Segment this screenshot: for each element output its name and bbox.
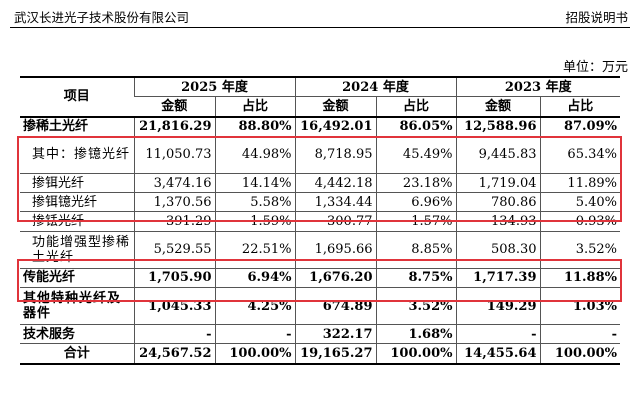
amount-cell: 8,718.95 [294, 136, 376, 174]
row-label: 掺稀土光纤 [20, 116, 134, 137]
amount-cell: 1,717.39 [455, 268, 540, 289]
amount-cell: 21,816.29 [133, 116, 215, 137]
ratio-cell: 11.89% [539, 173, 620, 194]
ratio-cell: 5.40% [539, 192, 620, 213]
row-label: 掺铒光纤 [20, 173, 134, 194]
year-header-row: 项目 2025 年度 2024 年度 2023 年度 [20, 76, 620, 118]
sub-header-row: 金额 占比 金额 占比 金额 占比 [20, 96, 620, 118]
ratio-header: 占比 [375, 96, 456, 118]
amount-cell: 11,050.73 [133, 136, 215, 174]
row-label: 技术服务 [20, 324, 134, 345]
ratio-cell: - [214, 324, 295, 345]
ratio-cell: 6.94% [214, 268, 295, 289]
amount-header: 金额 [294, 96, 376, 118]
table-row: 掺铒光纤 3,474.16 14.14% 4,442.18 23.18% 1,7… [20, 173, 620, 194]
table-row: 功能增强型掺稀土光纤 5,529.55 22.51% 1,695.66 8.85… [20, 231, 620, 269]
ratio-cell: 86.05% [375, 116, 456, 137]
unit-label: 单位：万元 [562, 60, 628, 75]
amount-cell: 16,492.01 [294, 116, 376, 137]
ratio-cell: 65.34% [539, 136, 620, 174]
row-label: 传能光纤 [20, 268, 134, 289]
ratio-cell: 87.09% [539, 116, 620, 137]
amount-cell: 1,370.56 [133, 192, 215, 213]
ratio-cell: 8.85% [375, 231, 456, 269]
ratio-cell: 45.49% [375, 136, 456, 174]
amount-cell: 1,676.20 [294, 268, 376, 289]
row-label: 其中：掺镱光纤 [20, 136, 134, 174]
table-row: 掺稀土光纤 21,816.29 88.80% 16,492.01 86.05% … [20, 116, 620, 137]
ratio-cell: 1.57% [375, 211, 456, 232]
document-title: 招股说明书 [565, 10, 628, 25]
revenue-table: 项目 2025 年度 2024 年度 2023 年度 金额 占比 金额 占比 金… [20, 76, 620, 365]
amount-cell: 322.17 [294, 324, 376, 345]
ratio-cell: 88.80% [214, 116, 295, 137]
amount-cell: 1,045.33 [133, 287, 215, 326]
amount-cell: 508.30 [455, 231, 540, 269]
amount-cell: - [455, 324, 540, 345]
ratio-cell: - [539, 324, 620, 345]
ratio-cell: 3.52% [539, 231, 620, 269]
ratio-cell: 100.00% [375, 343, 456, 365]
item-column-header: 项目 [20, 76, 134, 118]
row-label: 掺铒镱光纤 [20, 192, 134, 213]
amount-cell: 300.77 [294, 211, 376, 232]
amount-header: 金额 [134, 96, 215, 118]
table-row: 掺铒镱光纤 1,370.56 5.58% 1,334.44 6.96% 780.… [20, 192, 620, 213]
table-row: 传能光纤 1,705.90 6.94% 1,676.20 8.75% 1,717… [20, 268, 620, 289]
amount-cell: 12,588.96 [455, 116, 540, 137]
amount-cell: 780.86 [455, 192, 540, 213]
year-header-2025: 2025 年度 [133, 76, 295, 98]
amount-cell: 134.93 [455, 211, 540, 232]
amount-cell: 1,334.44 [294, 192, 376, 213]
table-row: 其他特种光纤及器件 1,045.33 4.25% 674.89 3.52% 14… [20, 287, 620, 326]
ratio-cell: 5.58% [214, 192, 295, 213]
ratio-cell: 3.52% [375, 287, 456, 326]
company-name: 武汉长进光子技术股份有限公司 [14, 10, 190, 25]
amount-cell: - [133, 324, 215, 345]
ratio-cell: 44.98% [214, 136, 295, 174]
amount-header: 金额 [455, 96, 540, 118]
amount-cell: 24,567.52 [133, 343, 215, 365]
ratio-cell: 100.00% [539, 343, 620, 365]
ratio-header: 占比 [214, 96, 295, 118]
ratio-cell: 22.51% [214, 231, 295, 269]
ratio-cell: 14.14% [214, 173, 295, 194]
ratio-cell: 1.68% [375, 324, 456, 345]
amount-cell: 9,445.83 [455, 136, 540, 174]
ratio-header: 占比 [539, 96, 620, 118]
table-row: 掺铥光纤 391.29 1.59% 300.77 1.57% 134.93 0.… [20, 211, 620, 232]
amount-cell: 5,529.55 [133, 231, 215, 269]
ratio-cell: 8.75% [375, 268, 456, 289]
amount-cell: 1,705.90 [133, 268, 215, 289]
ratio-cell: 23.18% [375, 173, 456, 194]
row-label: 功能增强型掺稀土光纤 [20, 231, 134, 269]
amount-cell: 149.29 [455, 287, 540, 326]
row-label: 合计 [20, 343, 134, 365]
year-header-2023: 2023 年度 [455, 76, 620, 98]
amount-cell: 14,455.64 [455, 343, 540, 365]
amount-cell: 1,695.66 [294, 231, 376, 269]
ratio-cell: 11.88% [539, 268, 620, 289]
ratio-cell: 100.00% [214, 343, 295, 365]
row-label: 掺铥光纤 [20, 211, 134, 232]
row-label: 其他特种光纤及器件 [20, 287, 134, 326]
table-row: 其中：掺镱光纤 11,050.73 44.98% 8,718.95 45.49%… [20, 136, 620, 174]
amount-cell: 3,474.16 [133, 173, 215, 194]
ratio-cell: 1.03% [539, 287, 620, 326]
ratio-cell: 0.93% [539, 211, 620, 232]
table-row: 技术服务 - - 322.17 1.68% - - [20, 324, 620, 345]
ratio-cell: 1.59% [214, 211, 295, 232]
total-row: 合计 24,567.52 100.00% 19,165.27 100.00% 1… [20, 343, 620, 365]
amount-cell: 674.89 [294, 287, 376, 326]
amount-cell: 391.29 [133, 211, 215, 232]
ratio-cell: 4.25% [214, 287, 295, 326]
header-divider [10, 27, 630, 28]
amount-cell: 4,442.18 [294, 173, 376, 194]
amount-cell: 1,719.04 [455, 173, 540, 194]
ratio-cell: 6.96% [375, 192, 456, 213]
amount-cell: 19,165.27 [294, 343, 376, 365]
year-header-2024: 2024 年度 [294, 76, 456, 98]
